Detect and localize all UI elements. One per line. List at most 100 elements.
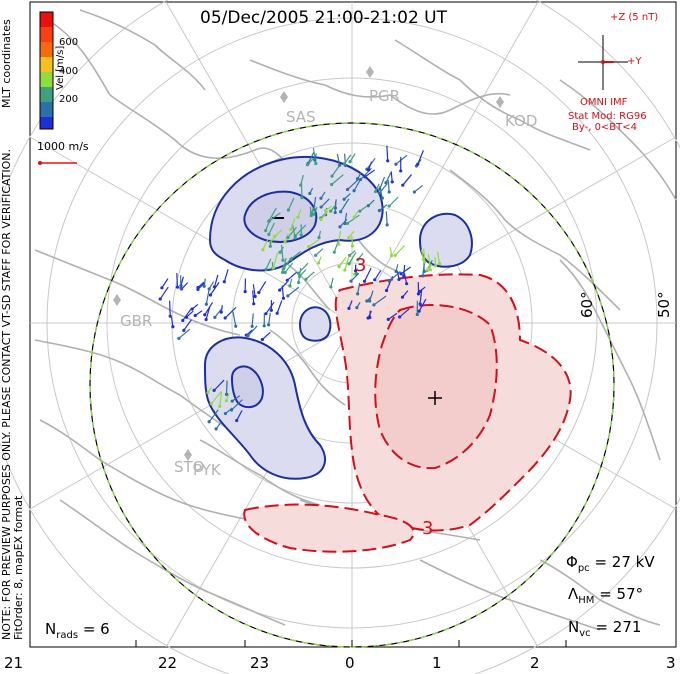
velocity-vector <box>418 298 427 312</box>
velocity-vector-origin <box>262 324 266 328</box>
velocity-vector <box>290 251 301 260</box>
velocity-vector <box>208 409 219 423</box>
velocity-vector-origin <box>234 324 238 328</box>
velocity-vector-origin <box>207 287 211 291</box>
velocity-vector <box>236 410 243 421</box>
velocity-vector-origin <box>317 261 321 265</box>
imf-clock-dial <box>578 35 628 90</box>
velocity-vector-origin <box>394 162 398 166</box>
velocity-vector <box>364 169 376 178</box>
velocity-vector-origin <box>347 262 351 266</box>
velocity-vector <box>204 302 214 316</box>
station-kod: KOD <box>505 112 538 130</box>
velocity-vector-origin <box>433 264 438 268</box>
imf-y-label: +Y <box>627 56 642 67</box>
velocity-vector-origin <box>223 411 228 416</box>
velocity-vector <box>331 174 344 185</box>
velocity-vector-origin <box>330 182 334 187</box>
velocity-vector <box>414 184 424 193</box>
velocity-vector <box>388 270 401 282</box>
velocity-vector-origin <box>179 286 183 290</box>
velocity-vector <box>252 290 255 304</box>
velocity-vector-origin <box>278 250 282 254</box>
velocity-vector-origin <box>267 232 271 237</box>
velocity-vector-origin <box>380 196 384 200</box>
station-gbr: GBR <box>120 312 153 330</box>
velocity-vector-origin <box>365 299 369 303</box>
velocity-vector <box>258 281 267 293</box>
velocity-vector-origin <box>339 210 343 214</box>
velocity-vector-origin <box>412 190 416 194</box>
velocity-vector-origin <box>296 215 300 219</box>
velocity-vector-origin <box>366 168 371 172</box>
velocity-vector <box>183 319 192 331</box>
velocity-vector <box>287 197 295 211</box>
velocity-vector <box>219 392 223 407</box>
velocity-vector-origin <box>333 210 337 215</box>
velocity-vector-origin <box>213 315 217 319</box>
velocity-vector <box>344 255 350 271</box>
velocity-vector-origin <box>373 189 378 194</box>
velocity-vector-origin <box>260 337 264 342</box>
velocity-vector-origin <box>352 215 356 219</box>
velocity-vector-origin <box>204 302 208 306</box>
velocity-vector <box>350 272 360 282</box>
velocity-vector <box>320 198 330 208</box>
map-title: 05/Dec/2005 21:00-21:02 UT <box>200 8 447 28</box>
velocity-vector-origin <box>222 280 226 284</box>
velocity-vector-origin <box>401 183 405 187</box>
velocity-vector <box>279 281 288 291</box>
velocity-vector <box>224 306 237 319</box>
velocity-vector-origin <box>350 244 355 248</box>
velocity-vector <box>385 172 392 184</box>
velocity-vector <box>423 248 426 263</box>
velocity-vector-origin <box>337 265 341 269</box>
velocity-vector <box>347 178 359 190</box>
mlt-tick-2: 2 <box>530 654 540 672</box>
velocity-vector-origin <box>224 399 228 403</box>
velocity-vector-origin <box>309 213 313 218</box>
velocity-vector <box>176 273 179 288</box>
velocity-vector-origin <box>268 244 272 248</box>
velocity-vector-origin <box>337 242 341 246</box>
velocity-vector-origin <box>304 277 308 281</box>
negative-convection-cells <box>203 156 473 480</box>
velocity-vector-origin <box>398 315 402 319</box>
velocity-vector-origin <box>171 325 175 329</box>
velocity-vector <box>307 151 315 164</box>
velocity-vector-origin <box>425 268 429 272</box>
velocity-vector <box>320 210 329 220</box>
velocity-vector <box>305 271 315 280</box>
velocity-vector-origin <box>428 268 433 272</box>
velocity-vector-origin <box>208 293 213 297</box>
velocity-vector-origin <box>250 324 254 328</box>
station-sto: STO <box>174 458 205 476</box>
velocity-vector-origin <box>181 318 185 323</box>
velocity-vector <box>268 207 277 222</box>
velocity-vector-origin <box>224 392 229 396</box>
velocity-vector-origin <box>356 258 360 262</box>
velocity-vector-origin <box>312 212 316 216</box>
velocity-vector-origin <box>202 284 206 288</box>
velocity-vector-origin <box>323 209 328 213</box>
velocity-vector-origin <box>330 174 334 178</box>
velocity-vector-origin <box>223 316 227 320</box>
velocity-vector-origin <box>257 290 261 295</box>
stat-lambda-hm: ΛHM = 57° <box>568 585 644 606</box>
velocity-vector-origin <box>386 159 390 163</box>
velocity-vector-origin <box>353 269 358 273</box>
latitude-label-60: 60° <box>578 291 596 318</box>
velocity-vector-origin <box>387 190 391 194</box>
velocity-vector <box>338 230 341 245</box>
velocity-vector-origin <box>235 418 239 423</box>
velocity-vector <box>315 248 324 256</box>
velocity-vector-origin <box>243 290 247 294</box>
velocity-vector <box>252 284 256 297</box>
velocity-vector <box>333 240 339 253</box>
velocity-vector-origin <box>423 260 427 264</box>
velocity-vector-origin <box>300 195 304 200</box>
velocity-vector <box>225 380 228 395</box>
velocity-vector-origin <box>417 309 421 313</box>
stat-model: Stat Mod: RG96 <box>568 111 647 122</box>
velocity-vector <box>262 239 269 251</box>
